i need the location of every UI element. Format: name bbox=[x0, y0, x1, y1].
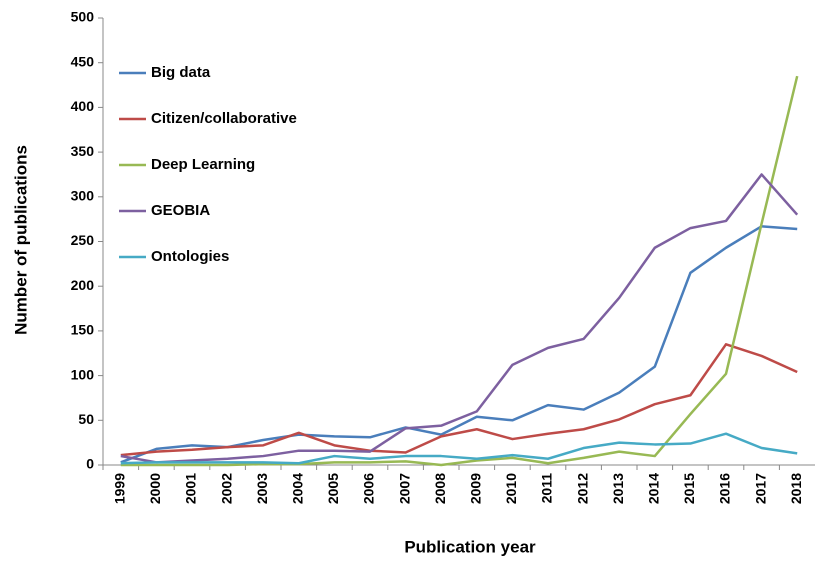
legend-label: Ontologies bbox=[151, 248, 229, 265]
x-tick-label: 2010 bbox=[503, 473, 519, 504]
x-tick-label: 2002 bbox=[218, 473, 234, 504]
x-tick-label: 2005 bbox=[325, 473, 341, 504]
x-tick-label: 2004 bbox=[290, 473, 306, 504]
y-tick-label: 450 bbox=[71, 53, 95, 69]
legend-label: Big data bbox=[151, 64, 211, 81]
x-tick-label: 2012 bbox=[574, 473, 590, 504]
x-tick-label: 2006 bbox=[361, 473, 377, 504]
x-tick-label: 2009 bbox=[468, 473, 484, 504]
y-tick-label: 200 bbox=[71, 277, 95, 293]
x-tick-label: 2013 bbox=[610, 473, 626, 504]
x-tick-label: 2007 bbox=[396, 473, 412, 504]
y-tick-label: 150 bbox=[71, 322, 95, 338]
y-tick-label: 500 bbox=[71, 9, 95, 25]
x-tick-label: 2015 bbox=[681, 473, 697, 504]
x-tick-label: 2011 bbox=[539, 473, 555, 504]
x-tick-label: 2017 bbox=[752, 473, 768, 504]
x-tick-label: 2018 bbox=[788, 473, 804, 504]
x-tick-label: 2008 bbox=[432, 473, 448, 504]
y-tick-label: 250 bbox=[71, 232, 95, 248]
series-line bbox=[120, 173, 799, 464]
y-tick-label: 350 bbox=[71, 143, 95, 159]
series-line bbox=[120, 343, 798, 457]
x-tick-label: 1999 bbox=[112, 473, 128, 504]
y-tick-label: 400 bbox=[71, 98, 95, 114]
x-tick-label: 2016 bbox=[717, 473, 733, 504]
y-tick-label: 0 bbox=[86, 456, 94, 472]
y-tick-label: 300 bbox=[71, 188, 95, 204]
series-line bbox=[120, 75, 799, 467]
legend-label: GEOBIA bbox=[151, 202, 210, 219]
x-tick-label: 2003 bbox=[254, 473, 270, 504]
x-tick-label: 2001 bbox=[183, 473, 199, 504]
x-tick-label: 2000 bbox=[147, 473, 163, 504]
y-axis-title: Number of publications bbox=[11, 145, 30, 335]
x-tick-label: 2014 bbox=[646, 473, 662, 504]
series-line bbox=[120, 432, 798, 465]
legend-label: Citizen/collaborative bbox=[151, 110, 297, 127]
legend-label: Deep Learning bbox=[151, 156, 255, 173]
x-axis-title: Publication year bbox=[404, 537, 536, 556]
y-tick-label: 100 bbox=[71, 366, 95, 382]
y-tick-label: 50 bbox=[78, 411, 94, 427]
